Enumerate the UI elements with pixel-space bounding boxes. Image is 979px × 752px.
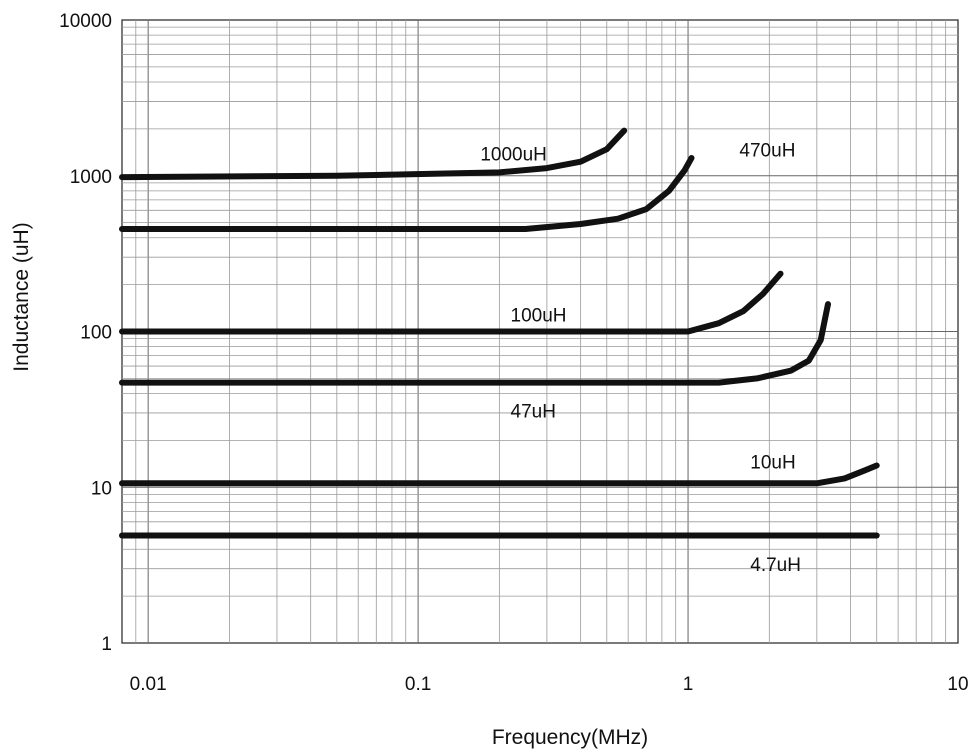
series-label: 4.7uH xyxy=(750,555,801,576)
y-tick-label: 10 xyxy=(91,478,112,499)
series-label: 10uH xyxy=(750,452,795,473)
series-label: 100uH xyxy=(511,305,567,326)
series-curve xyxy=(119,127,628,181)
series-label: 1000uH xyxy=(480,145,547,166)
series-curves xyxy=(119,127,880,539)
x-tick-label: 1 xyxy=(683,674,694,695)
x-tick-label: 0.1 xyxy=(405,674,431,695)
x-axis-title: Frequency(MHz) xyxy=(492,726,648,749)
x-axis-ticks: 0.01 0.1 1 10 xyxy=(130,674,969,695)
x-tick-label: 10 xyxy=(947,674,968,695)
series-curve xyxy=(119,270,784,335)
y-axis-title: Inductance (uH) xyxy=(10,222,33,371)
series-curve xyxy=(119,301,831,386)
y-tick-label: 100 xyxy=(80,323,112,344)
x-tick-label: 0.01 xyxy=(130,674,167,695)
series-curve xyxy=(119,462,880,487)
y-axis-ticks: 1 10 100 1000 10000 xyxy=(59,11,112,655)
series-curve xyxy=(119,155,695,232)
series-labels: 1000uH 470uH 100uH 47uH 10uH 4.7uH xyxy=(480,140,801,576)
y-tick-label: 1 xyxy=(101,634,112,655)
series-label: 470uH xyxy=(739,140,795,161)
y-tick-label: 10000 xyxy=(59,11,112,32)
series-label: 47uH xyxy=(511,402,556,423)
y-tick-label: 1000 xyxy=(70,167,112,188)
